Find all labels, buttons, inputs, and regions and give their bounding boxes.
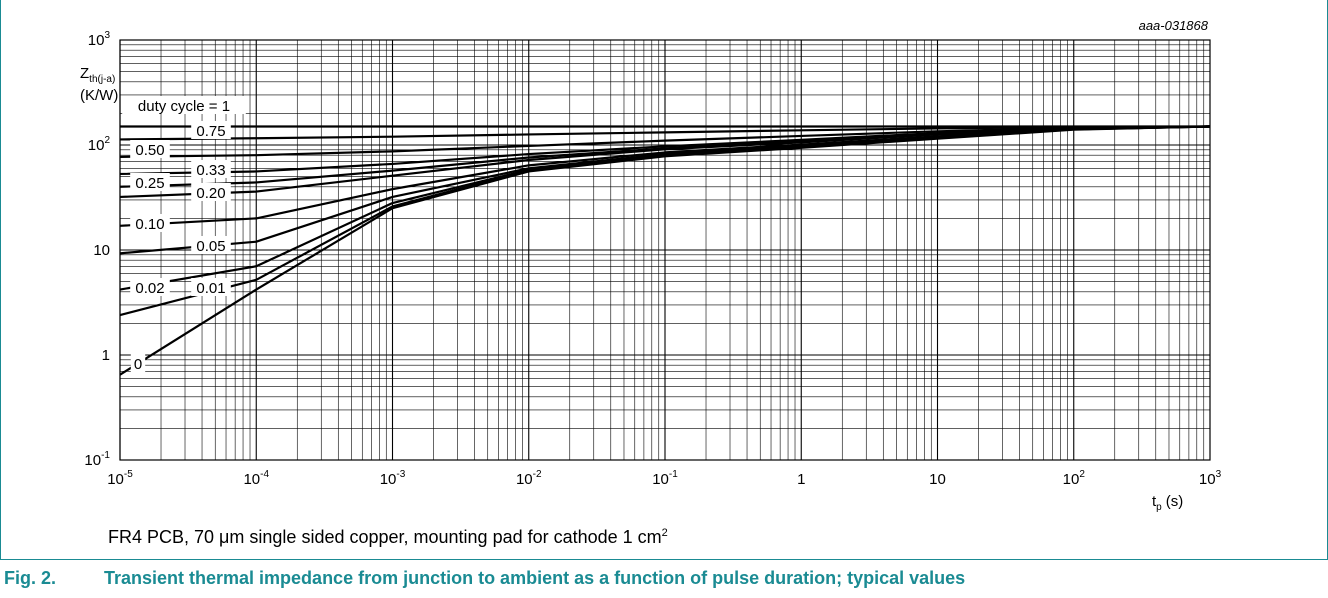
x-tick-label: 10: [929, 471, 946, 488]
curve-label-bg: [130, 354, 146, 372]
curve-label-bg: [130, 173, 170, 191]
y-axis-unit: (K/W): [80, 87, 118, 104]
curve-label-duty-cycle-1: duty cycle = 1: [138, 98, 230, 115]
curve-label-0-02: 0.02: [135, 280, 164, 297]
figure-number: Fig. 2.: [4, 568, 57, 588]
curve-label-bg: [130, 214, 170, 232]
y-tick-label: 102: [88, 135, 111, 154]
y-tick-label: 103: [88, 30, 111, 49]
x-axis-label: tp (s): [1152, 493, 1183, 513]
figure-reference-id: aaa-031868: [1139, 18, 1209, 33]
transient-thermal-impedance-chart: duty cycle = 1 0.75 0.50 0.33 0.25 0.20 0.10 0.…: [80, 18, 1222, 513]
curve-label-0-20: 0.20: [196, 185, 225, 202]
y-axis-label: Zth(j-a): [80, 65, 115, 85]
curve-label-bg: [191, 160, 231, 178]
curve-label-bg: [130, 278, 170, 296]
x-tick-label: 103: [1199, 469, 1222, 488]
y-tick-labels: 10-1 1 10 102 103: [84, 30, 110, 469]
plot-border: [119, 39, 1211, 461]
curve-label-0-50: 0.50: [135, 142, 164, 159]
x-tick-label: 10-4: [243, 469, 269, 488]
curve-label-0-25: 0.25: [135, 175, 164, 192]
major-gridlines: [119, 40, 1210, 461]
curve-labels: duty cycle = 1 0.75 0.50 0.33 0.25 0.20 0.10 0.…: [122, 96, 246, 373]
y-tick-label: 10-1: [84, 450, 110, 469]
curve-label-bg: [130, 140, 170, 158]
curve-label-0-33: 0.33: [196, 162, 225, 179]
curve-0: [119, 125, 1211, 376]
y-tick-label: 1: [102, 347, 110, 364]
x-tick-labels: 10-5 10-4 10-3 10-2 10-1 1 10 102 103: [107, 469, 1221, 488]
curve-label-bg: [191, 121, 231, 139]
figure-note: FR4 PCB, 70 μm single sided copper, moun…: [108, 527, 668, 548]
x-tick-label: 10-5: [107, 469, 133, 488]
x-tick-label: 10-3: [380, 469, 406, 488]
curve-label-bg: [191, 236, 231, 254]
curves: [119, 125, 1211, 376]
y-tick-label: 10: [93, 242, 110, 259]
curve-label-0-05: 0.05: [196, 238, 225, 255]
curve-label-0-01: 0.01: [196, 280, 225, 297]
x-tick-label: 10-1: [652, 469, 678, 488]
figure-caption: Fig. 2. Transient thermal impedance from …: [4, 568, 965, 589]
x-tick-label: 1: [797, 471, 805, 488]
curve-label-0-75: 0.75: [196, 123, 225, 140]
x-tick-label: 102: [1063, 469, 1086, 488]
curve-label-0: 0: [134, 356, 142, 373]
curve-label-bg: [191, 278, 231, 296]
curve-label-bg: [122, 96, 246, 114]
curve-0-75: [119, 125, 1211, 141]
x-tick-label: 10-2: [516, 469, 542, 488]
curve-label-bg: [191, 183, 231, 201]
curve-label-0-10: 0.10: [135, 216, 164, 233]
note-superscript: 2: [661, 527, 668, 539]
caption-text: Transient thermal impedance from junctio…: [104, 568, 966, 588]
note-text: FR4 PCB, 70 μm single sided copper, moun…: [108, 527, 662, 547]
